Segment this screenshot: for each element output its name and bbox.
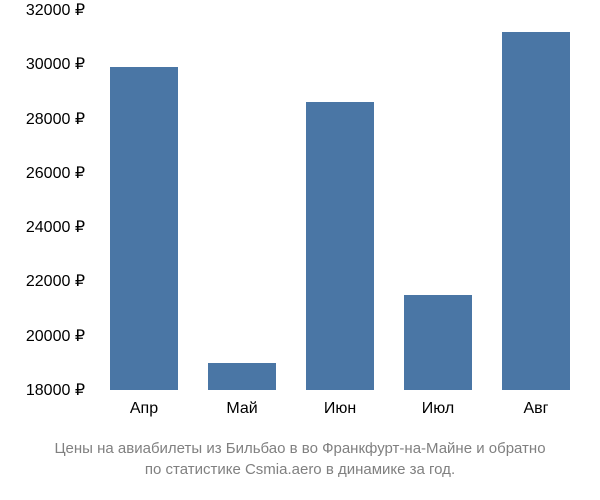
- caption-line-2: по статистике Csmia.aero в динамике за г…: [0, 459, 600, 480]
- x-tick-label: Июл: [422, 400, 454, 418]
- y-tick-label: 28000 ₽: [26, 109, 85, 129]
- x-axis: Апр Май Июн Июл Авг: [95, 395, 585, 425]
- x-tick-label: Май: [226, 400, 257, 418]
- y-tick-label: 22000 ₽: [26, 271, 85, 291]
- bar: [404, 295, 473, 390]
- plot-area: [95, 10, 585, 390]
- x-tick-label: Июн: [324, 400, 356, 418]
- bar: [306, 102, 375, 390]
- bar: [502, 32, 571, 390]
- y-tick-label: 24000 ₽: [26, 217, 85, 237]
- chart-caption: Цены на авиабилеты из Бильбао в во Франк…: [0, 438, 600, 480]
- x-tick-label: Авг: [523, 400, 548, 418]
- y-tick-label: 20000 ₽: [26, 326, 85, 346]
- y-tick-label: 18000 ₽: [26, 380, 85, 400]
- bar: [208, 363, 277, 390]
- price-chart: 18000 ₽ 20000 ₽ 22000 ₽ 24000 ₽ 26000 ₽ 28000…: [0, 0, 600, 500]
- y-axis: 18000 ₽20000 ₽22000 ₽24000 ₽26000 ₽28000…: [0, 10, 90, 390]
- y-tick-label: 26000 ₽: [26, 163, 85, 183]
- x-tick-label: Апр: [130, 400, 158, 418]
- y-tick-label: 32000 ₽: [26, 0, 85, 20]
- bar: [110, 67, 179, 390]
- y-tick-label: 30000 ₽: [26, 54, 85, 74]
- caption-line-1: Цены на авиабилеты из Бильбао в во Франк…: [0, 438, 600, 459]
